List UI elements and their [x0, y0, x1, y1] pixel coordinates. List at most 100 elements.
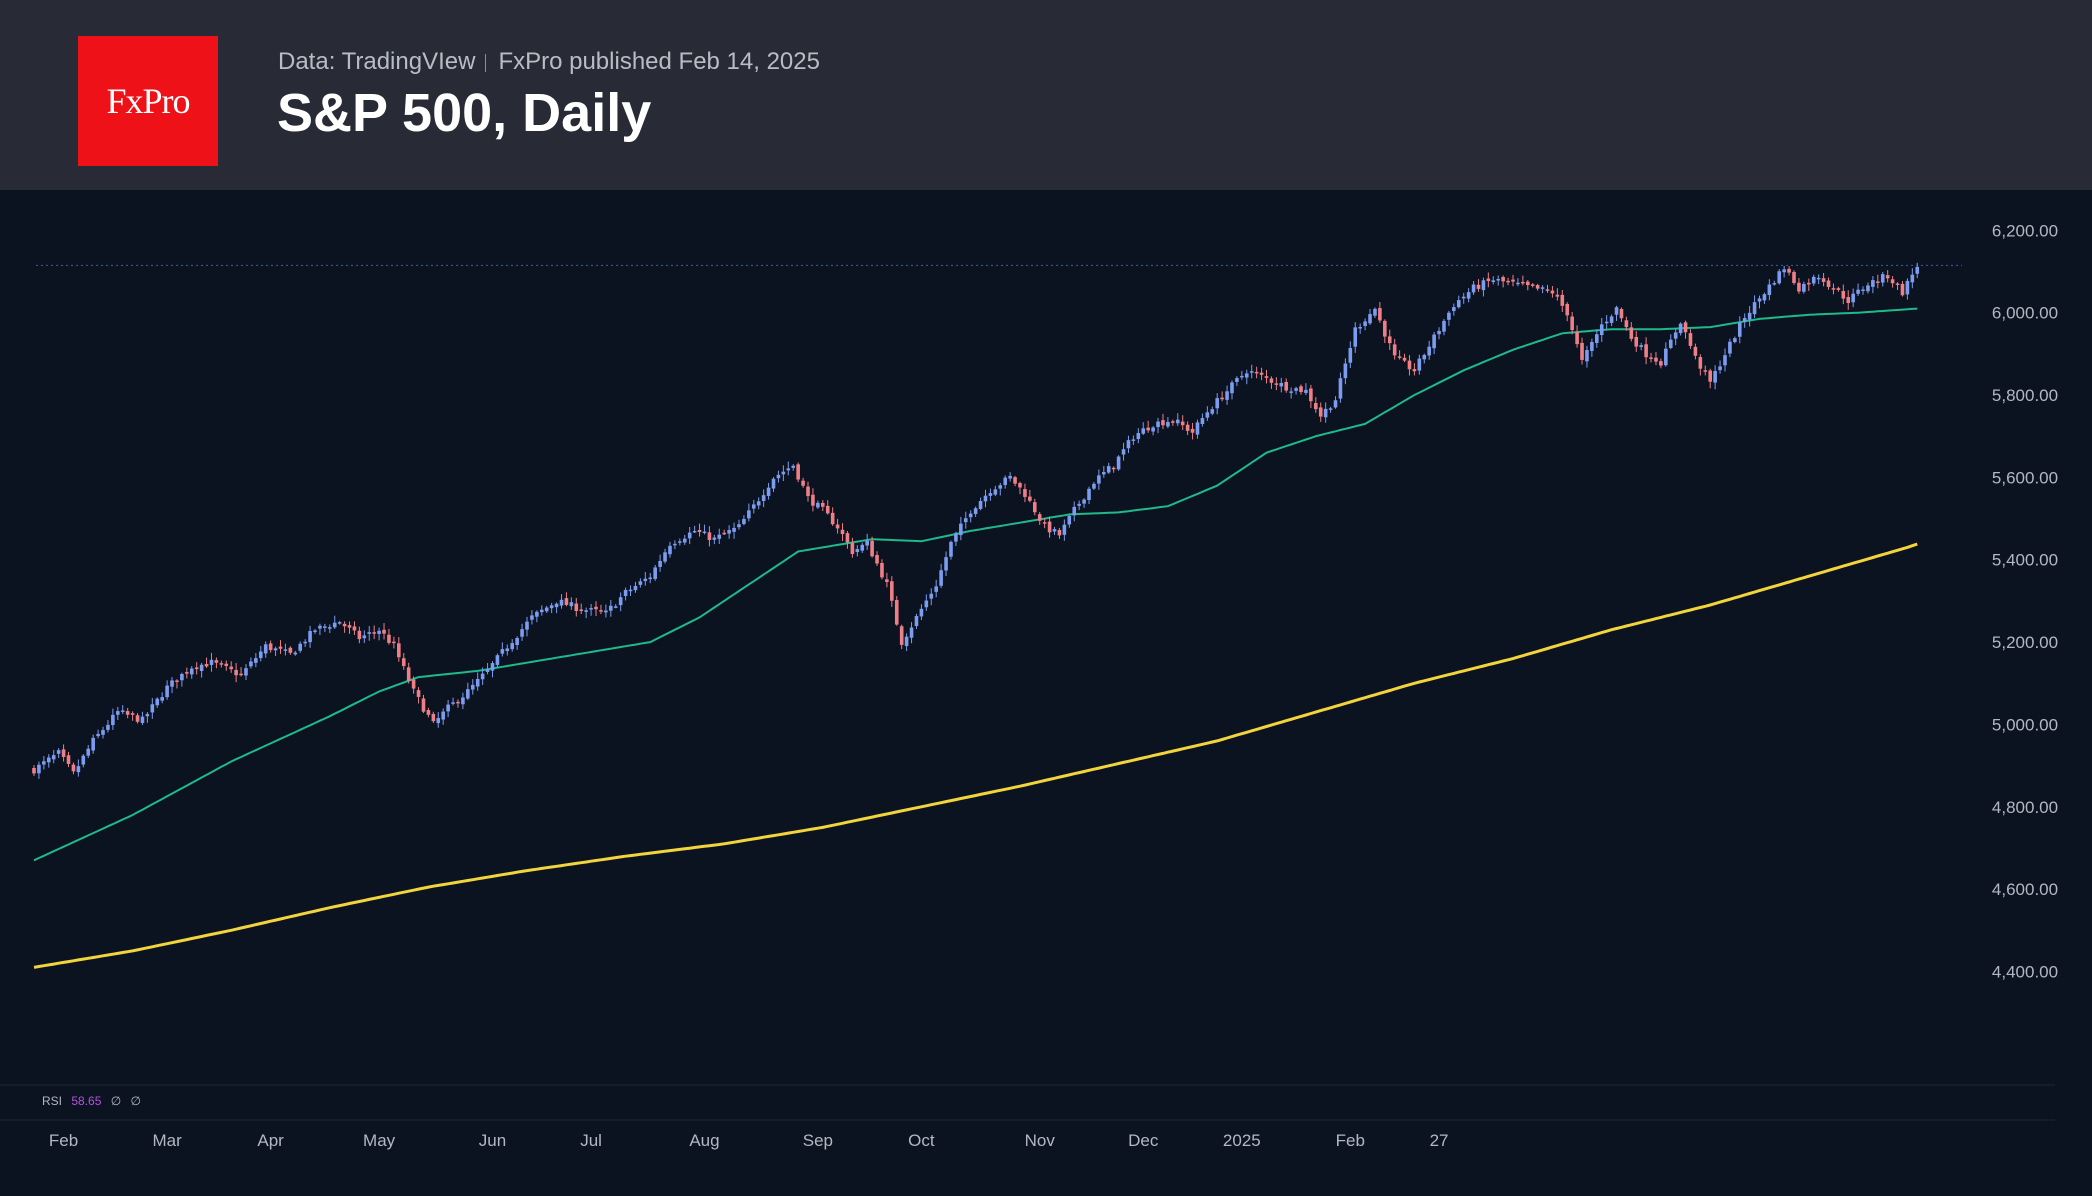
candle-body — [1668, 339, 1673, 348]
candle — [988, 488, 993, 501]
candle — [1166, 417, 1170, 429]
candle-body — [51, 755, 56, 760]
candle — [1383, 319, 1387, 343]
candle-body — [1915, 266, 1920, 274]
candle — [1668, 334, 1673, 350]
candle — [180, 672, 184, 687]
candle — [1264, 369, 1269, 384]
candle — [1590, 338, 1594, 357]
candle — [1673, 328, 1678, 346]
candle-body — [1008, 475, 1012, 479]
price-tick-label: 5,000.00 — [1992, 715, 2058, 734]
candle — [574, 597, 579, 617]
candle-body — [885, 579, 889, 582]
candle-body — [446, 704, 450, 712]
candle — [544, 605, 549, 613]
candle-body — [756, 501, 761, 506]
candle-body — [1767, 284, 1772, 295]
candle-body — [1540, 287, 1545, 289]
candle — [1304, 383, 1308, 396]
candle-body — [1003, 477, 1008, 485]
candle-body — [1811, 276, 1816, 284]
candle-body — [1654, 357, 1658, 362]
candle-body — [120, 710, 125, 712]
candle — [890, 576, 894, 607]
candle — [1180, 415, 1185, 430]
candle — [678, 538, 682, 546]
candle-body — [944, 557, 948, 571]
candle-body — [397, 643, 401, 658]
candle-body — [579, 609, 584, 612]
price-chart[interactable]: 6,200.00 6,000.00 5,800.00 5,600.00 5,400.00… — [0, 190, 2092, 1196]
candle — [998, 482, 1003, 496]
time-axis[interactable]: Feb Mar Apr May Jun Jul Aug Sep Oct Nov Dec 2025 Feb… — [49, 1131, 1449, 1150]
candle-body — [1570, 316, 1574, 331]
candle — [1452, 303, 1456, 316]
candle — [643, 572, 648, 586]
candle-body — [1279, 382, 1284, 387]
candle — [194, 662, 199, 675]
candle — [1856, 283, 1860, 296]
candle-body — [1141, 428, 1146, 434]
candle-body — [599, 610, 603, 612]
candle-body — [584, 610, 588, 612]
candle — [1723, 348, 1727, 372]
candle-body — [1644, 344, 1648, 358]
candle-body — [1146, 427, 1150, 431]
time-tick-label: Apr — [257, 1131, 284, 1150]
candle-body — [1713, 371, 1717, 383]
candle — [1378, 302, 1382, 323]
candle-body — [776, 474, 781, 479]
candle — [668, 541, 672, 558]
candle — [1560, 289, 1565, 312]
candle-body — [663, 552, 667, 562]
candle — [495, 653, 500, 668]
candle — [170, 677, 174, 694]
candle — [175, 679, 179, 689]
candle-body — [490, 663, 495, 671]
candle — [32, 765, 36, 776]
candle-body — [1023, 489, 1027, 497]
candle-body — [372, 632, 376, 634]
candle-body — [1516, 282, 1520, 285]
candle — [1244, 369, 1249, 385]
candle-body — [219, 663, 224, 665]
candle — [653, 565, 657, 581]
candle — [1156, 417, 1160, 434]
candle — [1279, 377, 1284, 393]
candle-body — [549, 605, 554, 609]
candle — [1353, 322, 1358, 353]
candle-body — [313, 630, 317, 632]
candle — [111, 708, 115, 730]
candle-body — [268, 643, 273, 651]
candle — [1802, 281, 1806, 294]
candle — [1570, 312, 1574, 335]
candle — [268, 640, 273, 653]
candle-body — [1614, 307, 1619, 315]
candle — [1407, 355, 1412, 376]
candle — [1525, 279, 1530, 291]
candle-body — [1190, 428, 1195, 433]
candle-body — [1175, 419, 1180, 424]
candle — [1417, 354, 1422, 375]
candle-body — [1136, 433, 1141, 440]
candle-body — [929, 593, 934, 599]
candle — [318, 623, 322, 636]
price-axis[interactable]: 6,200.00 6,000.00 5,800.00 5,600.00 5,400.00… — [1992, 221, 2058, 981]
candle — [1087, 486, 1091, 505]
candle — [1141, 422, 1146, 436]
candle-body — [1166, 421, 1170, 427]
logo-text: FxPro — [106, 81, 190, 121]
candle — [564, 592, 569, 607]
candle — [944, 551, 948, 577]
candle — [1008, 472, 1012, 482]
candle-body — [1649, 357, 1653, 359]
candle-body — [860, 544, 865, 551]
candle-body — [978, 501, 983, 509]
candle — [209, 652, 214, 672]
candle-body — [441, 711, 445, 720]
candle — [1047, 516, 1052, 538]
candle — [185, 667, 189, 679]
candle — [963, 511, 968, 529]
candle-body — [1106, 466, 1111, 473]
